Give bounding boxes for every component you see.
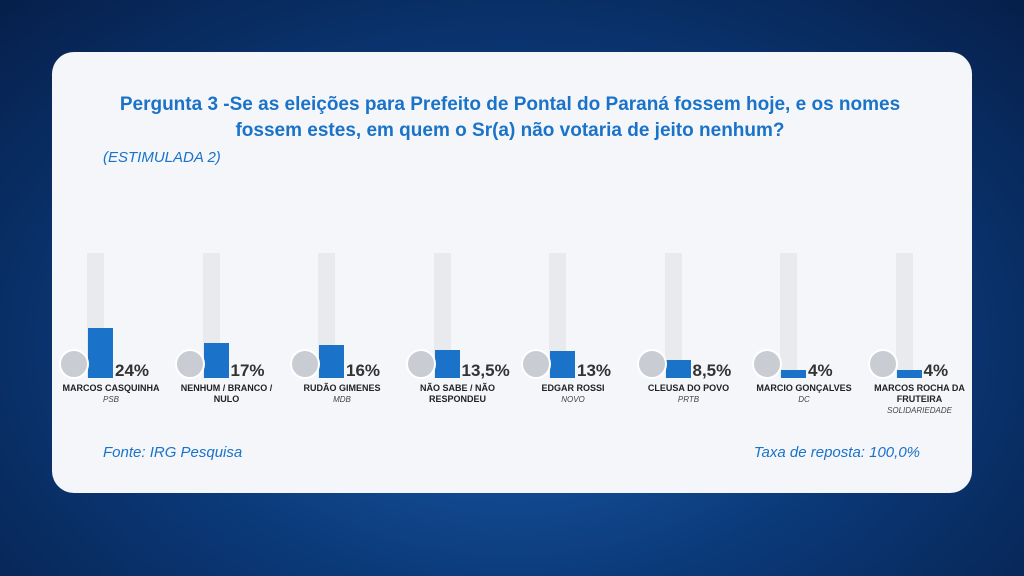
value-label: 4% xyxy=(808,361,833,380)
bar xyxy=(665,360,691,378)
background-bar xyxy=(780,253,797,378)
avatar xyxy=(867,349,898,379)
bar xyxy=(550,350,575,378)
avatar xyxy=(174,349,205,379)
category-label: MARCOS CASQUINHA xyxy=(62,383,160,393)
avatar xyxy=(521,349,551,379)
avatar xyxy=(59,349,89,379)
category-label: CLEUSA DO POVO xyxy=(647,383,730,393)
response-rate: Taxa de reposta: 100,0% xyxy=(753,444,920,461)
value-label: 24% xyxy=(115,361,150,380)
party-label: NOVO xyxy=(561,395,585,404)
value-label: 13,5% xyxy=(461,361,510,380)
value-label: 13% xyxy=(577,361,612,380)
chart-subtitle: (ESTIMULADA 2) xyxy=(103,149,221,166)
background-bar xyxy=(895,253,913,378)
party-label: DC xyxy=(798,395,810,404)
value-label: 17% xyxy=(230,361,265,380)
background-bar xyxy=(433,253,451,378)
party-label: SOLIDARIEDADE xyxy=(887,406,952,415)
bar xyxy=(203,342,229,378)
category-label: NENHUM / BRANCO / NULO xyxy=(180,383,273,404)
avatar xyxy=(636,349,667,379)
category-label: EDGAR ROSSI xyxy=(541,383,605,393)
bar xyxy=(896,369,922,378)
bar xyxy=(434,349,460,378)
avatar xyxy=(290,349,320,379)
bar xyxy=(781,369,806,378)
avatar xyxy=(752,349,782,379)
source: Fonte: IRG Pesquisa xyxy=(103,444,243,461)
bar xyxy=(88,328,113,378)
party-label: PSB xyxy=(102,395,119,404)
chart-title: Pergunta 3 -Se as eleições para Prefeito… xyxy=(119,94,901,141)
category-label: MARCIO GONÇALVES xyxy=(756,383,852,393)
background-bar xyxy=(664,253,682,378)
party-label: MDB xyxy=(333,395,351,404)
value-label: 16% xyxy=(346,361,381,380)
value-label: 8,5% xyxy=(692,361,732,380)
category-label: NÃO SABE / NÃO RESPONDEU xyxy=(419,383,495,404)
avatar xyxy=(405,349,436,379)
value-label: 4% xyxy=(923,361,949,380)
category-label: RUDÃO GIMENES xyxy=(303,383,381,393)
party-label: PRTB xyxy=(677,395,700,404)
bar xyxy=(319,344,344,378)
category-label: MARCOS ROCHA DA FRUTEIRA xyxy=(874,383,965,404)
background-bar xyxy=(549,253,566,378)
